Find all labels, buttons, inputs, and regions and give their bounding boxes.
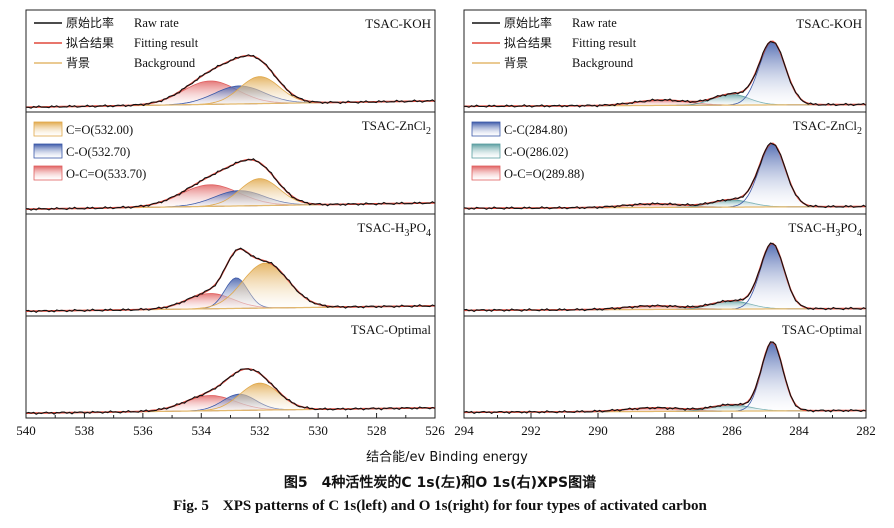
legend-peak-label: O-C=O(533.70) xyxy=(66,167,146,181)
panel-left-4: TSAC-Optimal xyxy=(25,315,436,419)
caption-cn: 图5 4种活性炭的C 1s(左)和O 1s(右)XPS图谱 xyxy=(0,472,894,492)
legend-line-label-cn: 原始比率 xyxy=(66,15,114,30)
sample-label-main: TSAC-KOH xyxy=(796,16,862,31)
x-tick-label: 294 xyxy=(454,423,474,438)
sample-label: TSAC-ZnCl2 xyxy=(362,118,431,137)
raw-rate-line xyxy=(25,247,436,313)
legend-line-label-en: Fitting result xyxy=(134,36,199,50)
chart-right: TSAC-KOH TSAC-ZnCl2 TSAC-H3PO4 TSAC-Optimal… xyxy=(454,9,876,438)
panel-right-1: TSAC-KOH xyxy=(463,9,867,113)
sample-label-subscript: 2 xyxy=(426,126,431,137)
legend-line-label-en: Background xyxy=(134,56,196,70)
sample-label: TSAC-H3PO4 xyxy=(357,220,431,239)
sample-label-subscript: 2 xyxy=(857,126,862,137)
x-tick-label: 528 xyxy=(367,423,387,438)
raw-rate-line xyxy=(463,40,867,108)
x-tick-label: 282 xyxy=(856,423,876,438)
sample-label-main: TSAC-KOH xyxy=(365,16,431,31)
sample-label: TSAC-ZnCl2 xyxy=(793,118,862,137)
caption-en-number: Fig. 5 xyxy=(173,498,209,514)
sample-label-main: TSAC-H xyxy=(357,220,404,235)
legend-line-label-en: Raw rate xyxy=(572,16,617,30)
x-axis-label: 结合能/ev Binding energy xyxy=(366,450,528,465)
sample-label: TSAC-H3PO4 xyxy=(788,220,862,239)
panel-left-2: TSAC-ZnCl2 xyxy=(25,111,436,215)
sample-label-subscript: 3 xyxy=(835,228,840,239)
panel-frame xyxy=(463,9,867,113)
legend-peak-label: O-C=O(289.88) xyxy=(504,167,584,181)
legend-peak-swatch xyxy=(471,165,501,181)
panel-left-3: TSAC-H3PO4 xyxy=(25,213,436,317)
legend-line-label-cn: 原始比率 xyxy=(504,15,552,30)
caption-en-text: XPS patterns of C 1s(left) and O 1s(righ… xyxy=(222,498,707,514)
raw-rate-line xyxy=(25,54,436,109)
sample-label-main: TSAC-ZnCl xyxy=(362,118,427,133)
legend-peak-label: C-O(532.70) xyxy=(66,145,130,159)
raw-rate-line xyxy=(463,242,867,313)
legend-peak-swatch xyxy=(33,143,63,159)
raw-rate-line xyxy=(25,158,436,211)
raw-rate-line xyxy=(463,341,867,415)
legend-peak-label: C=O(532.00) xyxy=(66,123,133,137)
legend-peak-swatch xyxy=(33,165,63,181)
caption-cn-number: 图5 xyxy=(283,475,308,491)
legend-line-label-en: Raw rate xyxy=(134,16,179,30)
sample-label-main: TSAC-H xyxy=(788,220,835,235)
legend-line-label-cn: 拟合结果 xyxy=(504,35,552,50)
sample-label-tail: PO xyxy=(840,220,857,235)
sample-label: TSAC-Optimal xyxy=(351,322,432,337)
x-tick-label: 284 xyxy=(789,423,809,438)
sample-label: TSAC-KOH xyxy=(796,16,862,31)
panel-frame xyxy=(463,315,867,419)
caption-en: Fig. 5 XPS patterns of C 1s(left) and O 1… xyxy=(0,498,894,515)
panel-left-1: TSAC-KOH xyxy=(25,9,436,113)
sample-label-main: TSAC-Optimal xyxy=(351,322,432,337)
x-tick-label: 534 xyxy=(192,423,212,438)
x-tick-label: 540 xyxy=(16,423,36,438)
legend-peak-label: C-C(284.80) xyxy=(504,123,568,137)
legend-line-label-en: Fitting result xyxy=(572,36,637,50)
legend-peak-swatch xyxy=(471,121,501,137)
sample-label-main: TSAC-Optimal xyxy=(782,322,863,337)
panel-right-3: TSAC-H3PO4 xyxy=(463,213,867,317)
x-tick-label: 288 xyxy=(655,423,675,438)
sample-label-tail: PO xyxy=(409,220,426,235)
x-tick-label: 292 xyxy=(521,423,541,438)
x-tick-label: 526 xyxy=(425,423,445,438)
sample-label-tail-subscript: 4 xyxy=(426,228,431,239)
x-tick-label: 530 xyxy=(308,423,328,438)
sample-label: TSAC-KOH xyxy=(365,16,431,31)
legend-line-label-cn: 背景 xyxy=(66,56,90,70)
legend-peak-label: C-O(286.02) xyxy=(504,145,568,159)
x-tick-label: 538 xyxy=(75,423,95,438)
x-tick-label: 286 xyxy=(722,423,742,438)
legend-line-label-cn: 背景 xyxy=(504,56,528,70)
chart-left: TSAC-KOH TSAC-ZnCl2 TSAC-H3PO4 TSAC-Optimal… xyxy=(16,9,445,438)
sample-label: TSAC-Optimal xyxy=(782,322,863,337)
panel-frame xyxy=(463,213,867,317)
sample-label-main: TSAC-ZnCl xyxy=(793,118,858,133)
sample-label-tail-subscript: 4 xyxy=(857,228,862,239)
caption-cn-text: 4种活性炭的C 1s(左)和O 1s(右)XPS图谱 xyxy=(321,475,597,491)
sample-label-subscript: 3 xyxy=(404,228,409,239)
panel-right-4: TSAC-Optimal xyxy=(463,315,867,419)
legend-line-label-en: Background xyxy=(572,56,634,70)
xps-chart-svg: TSAC-KOHTSAC-ZnCl2TSAC-H3PO4TSAC-Optimal… xyxy=(16,9,876,465)
x-tick-label: 536 xyxy=(133,423,153,438)
x-tick-label: 290 xyxy=(588,423,608,438)
legend-peak-swatch xyxy=(471,143,501,159)
legend-peak-swatch xyxy=(33,121,63,137)
raw-rate-line xyxy=(463,142,867,210)
raw-rate-line xyxy=(25,368,436,415)
x-tick-label: 532 xyxy=(250,423,270,438)
legend-line-label-cn: 拟合结果 xyxy=(66,35,114,50)
